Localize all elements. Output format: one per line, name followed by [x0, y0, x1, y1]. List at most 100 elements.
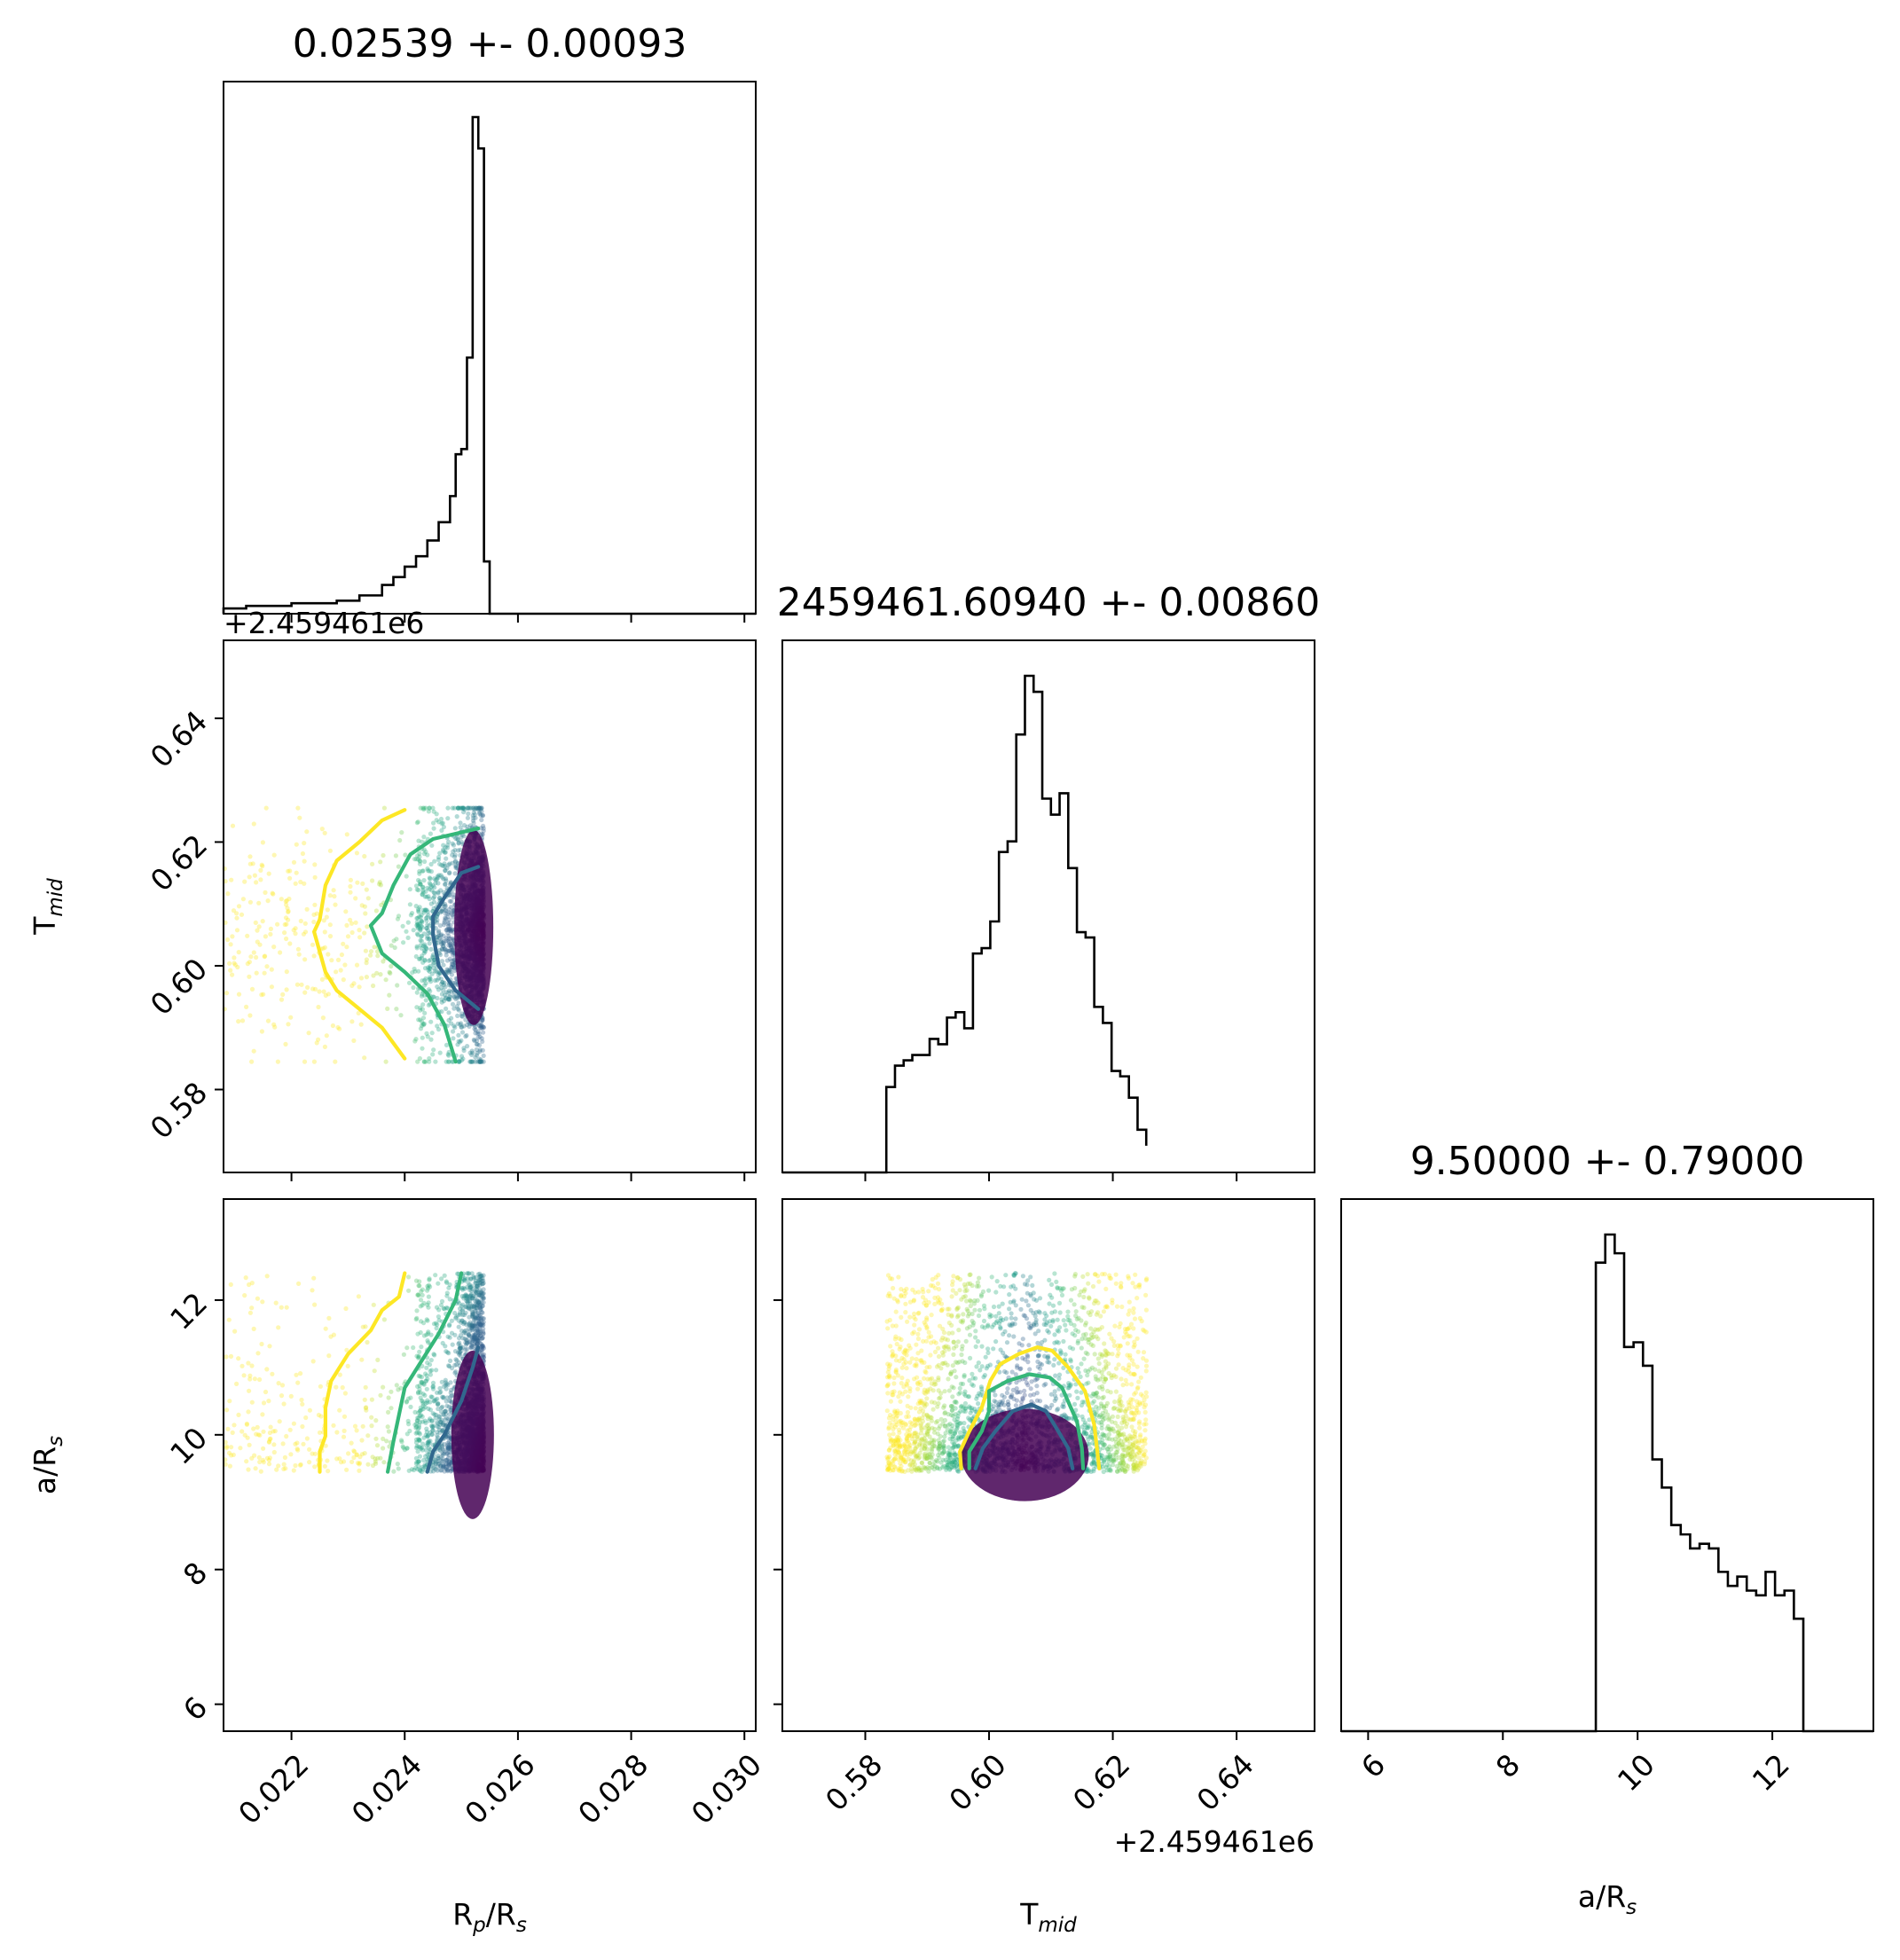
rp-ars-sample-point: [296, 1281, 302, 1286]
rp-tmid-sample-point: [441, 944, 446, 949]
rp-ars-sample-point: [236, 1356, 241, 1361]
rp-tmid-sample-point: [450, 947, 455, 953]
rp-tmid-sample-point: [333, 902, 338, 907]
rp-tmid-sample-point: [329, 958, 334, 963]
rp-tmid-sample-point: [458, 1022, 463, 1027]
rp-tmid-sample-point: [446, 910, 451, 915]
rp-tmid-sample-point: [459, 1024, 465, 1030]
rp-ars-sample-point: [426, 1329, 431, 1335]
rp-tmid-sample-point: [421, 807, 427, 812]
rp-tmid-sample-point: [442, 861, 447, 866]
rp-tmid-sample-point: [467, 1050, 473, 1055]
rp-tmid-sample-point: [420, 890, 426, 895]
rp-ars-sample-point: [426, 1432, 431, 1438]
rp-tmid-sample-point: [418, 882, 423, 887]
rp-tmid-sample-point: [405, 920, 411, 925]
rp-tmid-sample-point: [417, 871, 422, 876]
rp-tmid-sample-point: [451, 1029, 456, 1034]
rp-tmid-sample-point: [481, 1053, 486, 1058]
rp-ars-sample-point: [456, 1360, 462, 1365]
rp-tmid-sample-point: [263, 890, 268, 896]
rp-tmid-sample-point: [427, 805, 432, 811]
rp-tmid-sample-point: [464, 1032, 469, 1039]
rp-tmid-sample-point: [415, 921, 420, 927]
rp-ars-sample-point: [312, 1302, 318, 1307]
rp-tmid-sample-point: [317, 989, 322, 994]
rp-tmid-sample-point: [372, 945, 377, 950]
rp-tmid-sample-point: [450, 913, 455, 918]
rp-tmid-sample-point: [420, 953, 425, 959]
rp-tmid-sample-point: [421, 1059, 427, 1064]
rp-tmid-sample-point: [284, 921, 289, 927]
rp-tmid-sample-point: [284, 987, 289, 992]
rp-tmid-sample-point: [422, 858, 428, 865]
rp-ars-sample-point: [466, 1321, 472, 1327]
rp-ars-sample-point: [420, 1399, 426, 1404]
rp-tmid-contour-outer: [312, 808, 407, 1061]
rp-tmid-sample-point: [465, 824, 470, 829]
rp-tmid-sample-point: [441, 944, 446, 949]
rp-ars-sample-point: [419, 1469, 425, 1475]
rp-tmid-sample-point: [439, 941, 444, 946]
rp-tmid-sample-point: [418, 1007, 423, 1013]
scatter-rp-tmid-layer: [222, 805, 494, 1064]
rp-tmid-sample-point: [446, 933, 451, 938]
rp-ars-sample-point: [264, 1367, 270, 1372]
rp-tmid-sample-point: [431, 957, 436, 962]
rp-tmid-sample-point: [259, 862, 264, 867]
rp-ars-sample-point: [425, 1360, 430, 1366]
rp-ars-sample-point: [294, 1372, 299, 1377]
rp-tmid-sample-point: [475, 1029, 481, 1034]
rp-tmid-sample-point: [436, 1027, 442, 1032]
rp-tmid-sample-point: [439, 827, 444, 834]
rp-ars-sample-point: [340, 1384, 345, 1391]
rp-tmid-sample-point: [302, 1059, 308, 1064]
rp-ars-sample-point: [389, 1389, 394, 1394]
rp-tmid-sample-point: [294, 842, 299, 847]
rp-ars-sample-point: [310, 1359, 316, 1364]
scatter-rp-ars-layer: [223, 1271, 494, 1519]
rp-tmid-sample-point: [242, 879, 247, 884]
rp-tmid-sample-point: [479, 1036, 484, 1041]
rp-tmid-sample-point: [449, 929, 454, 934]
rp-tmid-sample-point: [228, 942, 233, 947]
rp-ars-sample-point: [438, 1408, 444, 1415]
rp-ars-sample-point: [405, 1418, 411, 1423]
rp-tmid-sample-point: [377, 882, 382, 887]
rp-tmid-sample-point: [451, 1036, 456, 1041]
rp-tmid-sample-point: [438, 985, 444, 991]
rp-tmid-sample-point: [465, 1022, 470, 1028]
rp-tmid-sample-point: [319, 827, 325, 832]
rp-tmid-sample-point: [256, 900, 262, 906]
rp-tmid-sample-point: [416, 857, 421, 862]
rp-ars-sample-point: [295, 1380, 301, 1385]
rp-tmid-sample-point: [224, 991, 230, 996]
rp-ars-sample-point: [420, 1414, 425, 1419]
rp-tmid-sample-point: [473, 1024, 478, 1030]
rp-ars-sample-point: [360, 1423, 365, 1429]
rp-tmid-sample-point: [322, 830, 327, 835]
rp-tmid-sample-point: [416, 906, 421, 912]
rp-tmid-sample-point: [469, 1048, 475, 1054]
rp-tmid-sample-point: [452, 1024, 458, 1030]
rp-tmid-sample-point: [423, 805, 428, 811]
rp-ars-sample-point: [369, 1423, 374, 1429]
rp-tmid-sample-point: [374, 970, 380, 976]
rp-tmid-sample-point: [247, 899, 253, 905]
rp-ars-sample-point: [391, 1469, 396, 1474]
rp-tmid-sample-point: [311, 1059, 317, 1064]
rp-tmid-sample-point: [441, 876, 446, 882]
rp-tmid-sample-point: [343, 909, 349, 914]
rp-tmid-sample-point: [475, 805, 481, 811]
rp-tmid-sample-point: [424, 894, 429, 899]
rp-tmid-sample-point: [375, 953, 381, 959]
rp-tmid-sample-point: [433, 877, 438, 882]
rp-ars-sample-point: [423, 1447, 428, 1453]
rp-ars-sample-point: [372, 1368, 377, 1374]
rp-tmid-sample-point: [444, 911, 451, 917]
tmid-hist-ticks: [864, 1172, 1238, 1181]
rp-ars-sample-point: [307, 1407, 312, 1413]
rp-tmid-sample-point: [418, 882, 423, 887]
rp-tmid-sample-point: [302, 921, 308, 926]
